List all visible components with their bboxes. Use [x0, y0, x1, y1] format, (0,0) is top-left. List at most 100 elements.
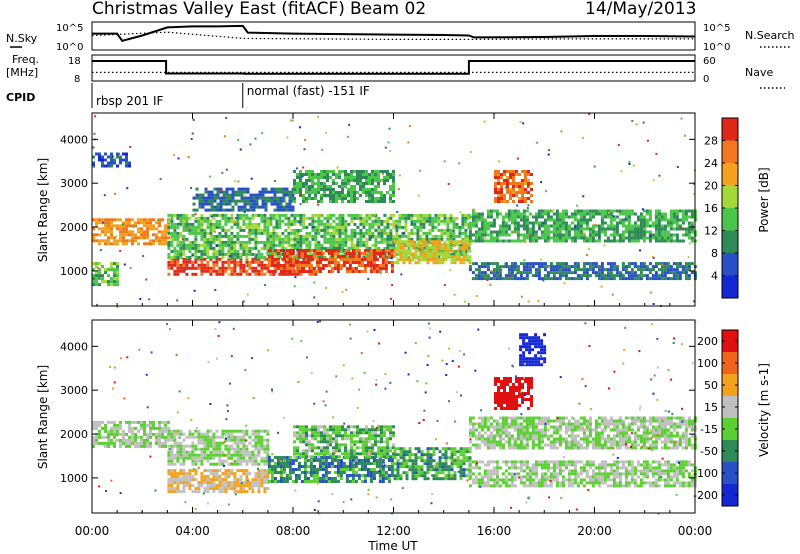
velocity-heatmap: [92, 320, 697, 515]
power-colorbar: 4 8 12 16 20 24 28: [704, 117, 739, 299]
freq-label-2: [MHz]: [6, 66, 38, 79]
velocity-swatch: [722, 330, 738, 352]
nsearch-tick-top: 10^5: [703, 23, 730, 34]
freq-tick-top: 18: [68, 56, 81, 67]
freq-line: [92, 60, 695, 75]
velocity-colorbar-tick: 100: [697, 357, 718, 370]
freq-label-1: Freq.: [12, 53, 39, 66]
power-ylabel: Slant Range [km]: [36, 158, 50, 262]
velocity-ylabel: Slant Range [km]: [36, 365, 50, 469]
heat-region-11: [494, 170, 533, 203]
plot-title: Christmas Valley East (fitACF): [92, 0, 345, 19]
heat-noise: [92, 113, 696, 308]
ytick-label: 3000: [60, 384, 88, 397]
power-colorbar-tick: 28: [704, 135, 718, 148]
heat-region-1: [167, 429, 270, 466]
heat-region-8: [494, 377, 533, 410]
xtick-label: 20:00: [577, 524, 612, 538]
ytick-label: 1000: [60, 472, 88, 485]
power-swatch: [722, 275, 738, 298]
power-swatch: [722, 118, 738, 141]
freq-tick-bottom: 8: [74, 74, 80, 85]
nsky-label: N.Sky: [6, 32, 38, 45]
power-swatch: [722, 163, 738, 186]
cpid-mode-1: normal (fast) -151 IF: [247, 84, 370, 98]
velocity-swatch: [722, 374, 738, 396]
xtick-label: 16:00: [477, 524, 512, 538]
heat-region-6: [468, 416, 697, 450]
heat-region-6: [393, 240, 472, 265]
ytick-label: 2000: [60, 221, 88, 234]
power-swatch: [722, 140, 738, 163]
heat-region-2: [167, 469, 270, 494]
velocity-swatch: [722, 418, 738, 440]
velocity-colorbar-tick: 50: [704, 379, 718, 392]
heat-region-9: [519, 333, 547, 367]
power-yticks: 1000 2000 3000 4000: [60, 133, 695, 278]
power-swatch: [722, 185, 738, 208]
nsearch-tick-bottom: 10^0: [703, 42, 730, 53]
ytick-label: 3000: [60, 177, 88, 190]
heat-region-1: [92, 262, 119, 287]
ytick-label: 2000: [60, 428, 88, 441]
nsearch-label: N.Search: [745, 29, 795, 42]
nave-tick-bottom: 0: [703, 74, 709, 85]
heat-region-4: [293, 425, 395, 459]
velocity-yticks: 1000 2000 3000 4000: [60, 340, 695, 485]
nave-tick-top: 60: [703, 56, 716, 67]
nsky-tick-top: 10^5: [56, 23, 83, 34]
power-swatch: [722, 208, 738, 231]
velocity-colorbar-tick: -50: [700, 445, 718, 458]
heat-region-5: [267, 249, 394, 273]
xtick-label: 00:00: [75, 524, 110, 538]
power-colorbar-tick: 4: [711, 270, 718, 283]
nave-label: Nave: [745, 66, 773, 79]
velocity-colorbar-tick: 15: [704, 401, 718, 414]
velocity-swatch: [722, 484, 738, 506]
power-colorbar-tick: 20: [704, 180, 718, 193]
heat-region-7: [468, 460, 697, 488]
velocity-colorbar-label: Velocity [m s-1]: [757, 363, 771, 457]
ytick-label: 4000: [60, 340, 88, 353]
power-colorbar-tick: 16: [704, 202, 718, 215]
xtick-label: 08:00: [276, 524, 311, 538]
heat-region-2: [92, 152, 131, 168]
cpid-label: CPID: [6, 91, 35, 104]
xtick-label: 12:00: [376, 524, 411, 538]
power-colorbar-tick: 8: [711, 247, 718, 260]
nsky-tick-bottom: 10^0: [56, 42, 83, 53]
power-swatch: [722, 253, 738, 276]
heat-region-5: [393, 447, 472, 481]
power-colorbar-tick: 24: [704, 157, 718, 170]
velocity-colorbar-tick: 200: [697, 335, 718, 348]
heat-region-10: [468, 262, 697, 281]
xtick-label: 04:00: [175, 524, 210, 538]
freq-series: [92, 60, 695, 75]
nsky-line: [92, 24, 696, 42]
velocity-colorbar-tick: -200: [693, 489, 718, 502]
velocity-colorbar: 200 100 50 15 -15 -50 -100 -200: [693, 329, 739, 507]
heat-region-3: [267, 456, 394, 483]
velocity-colorbar-tick: -100: [693, 467, 718, 480]
heat-region-9: [468, 209, 697, 243]
nsky-series: [91, 24, 696, 42]
velocity-swatch: [722, 352, 738, 374]
date-label: 14/May/2013: [585, 0, 697, 19]
xtick-label: 00:00: [678, 524, 713, 538]
power-heatmap: [92, 113, 697, 308]
freq-strip-frame: [91, 54, 696, 82]
heat-noise: [98, 320, 697, 515]
heat-region-7: [192, 187, 295, 212]
beam-label: Beam 02: [350, 0, 426, 19]
xaxis-label: Time UT: [367, 539, 418, 553]
ytick-label: 4000: [60, 133, 88, 146]
velocity-swatch: [722, 440, 738, 462]
heat-region-0: [92, 420, 170, 448]
power-colorbar-tick: 12: [704, 225, 718, 238]
power-colorbar-label: Power [dB]: [757, 167, 771, 232]
power-swatch: [722, 230, 738, 253]
velocity-swatch: [722, 462, 738, 484]
nsearch-line: [91, 31, 695, 40]
heat-region-8: [293, 170, 395, 203]
